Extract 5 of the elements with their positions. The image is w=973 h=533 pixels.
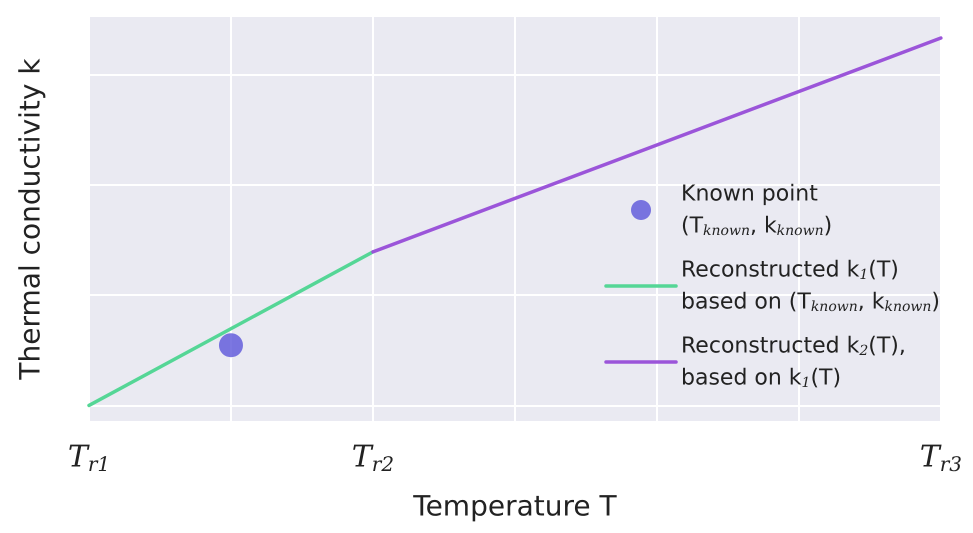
text: Reconstructed k2(T), based on k1(T) (681, 334, 906, 391)
x-axis-title: Temperature T (412, 490, 618, 522)
y-axis-title: Thermal conductivity k (14, 58, 46, 381)
legend-label: Known point (Tknown, kknown) (681, 182, 832, 239)
text: Reconstructed k1(T) based on (Tknown, kknown) (681, 258, 940, 315)
